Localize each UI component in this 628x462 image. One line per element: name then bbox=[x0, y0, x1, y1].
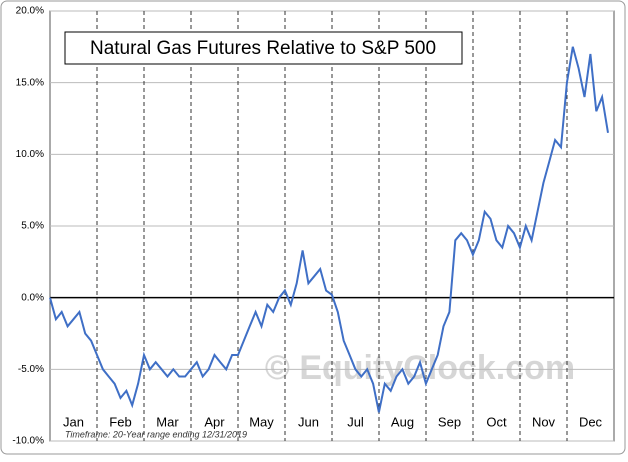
x-tick-label: Feb bbox=[109, 414, 131, 429]
x-tick-label: Nov bbox=[532, 414, 556, 429]
x-tick-label: Apr bbox=[204, 414, 225, 429]
x-tick-label: Dec bbox=[579, 414, 603, 429]
x-tick-label: Oct bbox=[486, 414, 507, 429]
x-tick-label: Jan bbox=[63, 414, 84, 429]
y-tick-label: 15.0% bbox=[16, 77, 44, 88]
x-tick-label: Jun bbox=[298, 414, 319, 429]
y-tick-label: 5.0% bbox=[21, 221, 44, 232]
x-tick-label: Mar bbox=[156, 414, 179, 429]
x-tick-label: May bbox=[249, 414, 274, 429]
footnote: Timeframe: 20-Year range ending 12/31/20… bbox=[65, 429, 247, 439]
watermark: © EquityClock.com bbox=[265, 349, 575, 387]
chart-title: Natural Gas Futures Relative to S&P 500 bbox=[90, 38, 436, 59]
x-tick-label: Sep bbox=[438, 414, 461, 429]
x-tick-label: Jul bbox=[347, 414, 364, 429]
y-tick-label: -5.0% bbox=[18, 364, 44, 375]
y-tick-label: -10.0% bbox=[12, 436, 44, 447]
x-tick-label: Aug bbox=[391, 414, 414, 429]
title-box bbox=[64, 31, 463, 65]
y-tick-label: 20.0% bbox=[16, 6, 44, 17]
y-tick-label: 0.0% bbox=[21, 292, 44, 303]
series-line bbox=[49, 46, 609, 413]
y-tick-label: 10.0% bbox=[16, 149, 44, 160]
